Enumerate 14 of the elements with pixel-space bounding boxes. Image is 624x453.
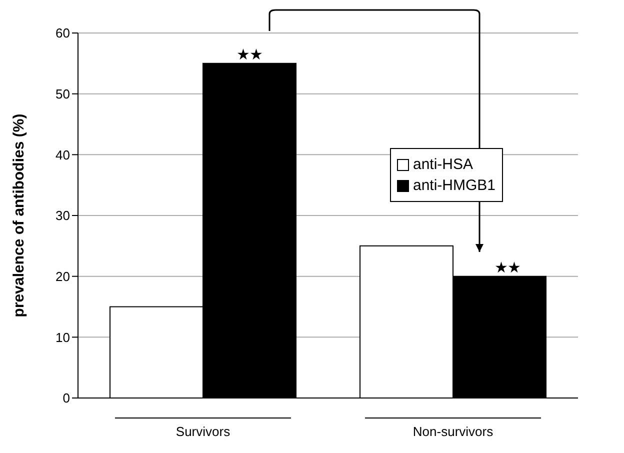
y-tick-label: 30 (56, 208, 70, 224)
y-tick-label: 0 (62, 390, 70, 406)
x-tick-label: Survivors (176, 424, 231, 439)
legend-label: anti-HSA (413, 156, 474, 173)
y-tick-label: 60 (56, 26, 70, 41)
y-tick-label: 20 (56, 268, 70, 284)
y-tick-label: 40 (56, 147, 70, 162)
x-tick-label: Non-survivors (412, 424, 494, 439)
annotation: ★★ (236, 46, 262, 64)
annotation: ★★ (494, 259, 520, 276)
y-tick-label: 10 (56, 330, 70, 345)
y-tick-label: 50 (56, 86, 70, 102)
y-axis-title: prevalence of antibodies (%) (10, 114, 28, 318)
legend-label: anti-HMGB1 (413, 177, 496, 194)
